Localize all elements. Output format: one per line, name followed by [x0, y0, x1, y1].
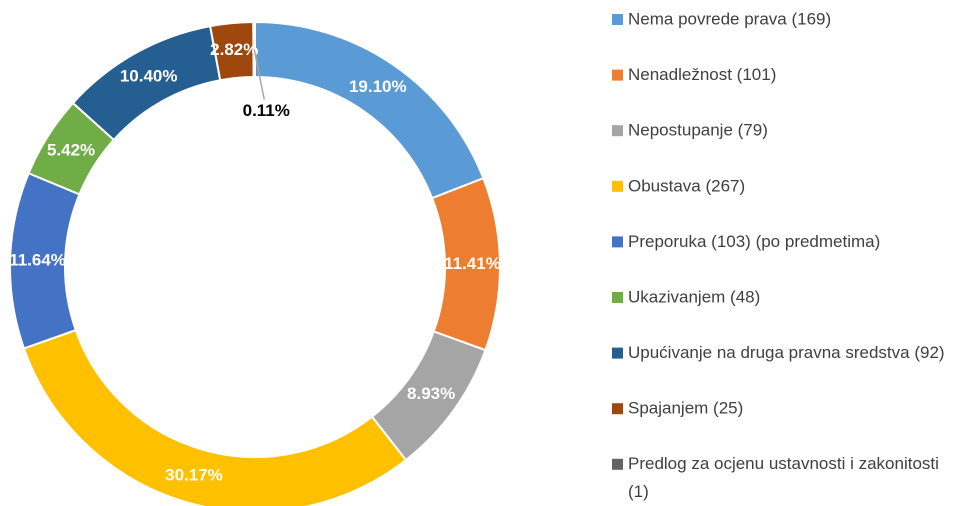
legend-label: Upućivanje na druga pravna sredstva (92) [628, 343, 945, 362]
value-label: 11.41% [444, 254, 501, 273]
legend-label: Ukazivanjem (48) [628, 287, 760, 306]
legend-line: (1) [628, 482, 649, 501]
value-label: 10.40% [120, 67, 178, 86]
value-label: 0.11% [243, 101, 290, 120]
value-label: 2.82% [210, 40, 258, 59]
legend-label: Nema povrede prava (169) [628, 9, 831, 28]
donut-slice [252, 20, 256, 79]
legend-swatch [612, 347, 623, 359]
legend-label: Spajanjem (25) [628, 399, 743, 418]
legend-swatch [612, 458, 623, 470]
value-label: 30.17% [165, 465, 223, 484]
legend-swatch [612, 14, 623, 25]
legend-line: Predlog za ocjenu ustavnosti i zakonitos… [628, 454, 939, 473]
legend-swatch [612, 236, 623, 248]
value-label: 19.10% [349, 77, 407, 96]
legend-label: Preporuka (103) (po predmetima) [628, 232, 880, 251]
value-label: 5.42% [47, 140, 95, 159]
leader-line [253, 49, 265, 100]
legend-label: Predlog za ocjenu ustavnosti i zakonitos… [628, 454, 939, 501]
legend-swatch [612, 292, 623, 303]
value-label: 11.64% [9, 251, 66, 270]
legend-swatch [612, 403, 623, 415]
legend-swatch [612, 69, 623, 81]
legend-label: Obustava (267) [628, 176, 745, 195]
legend-swatch [612, 180, 623, 192]
legend-label: Nepostupanje (79) [628, 121, 768, 140]
legend-swatch [612, 125, 623, 137]
value-label: 8.93% [407, 384, 455, 403]
legend-label: Nenadležnost (101) [628, 65, 776, 84]
